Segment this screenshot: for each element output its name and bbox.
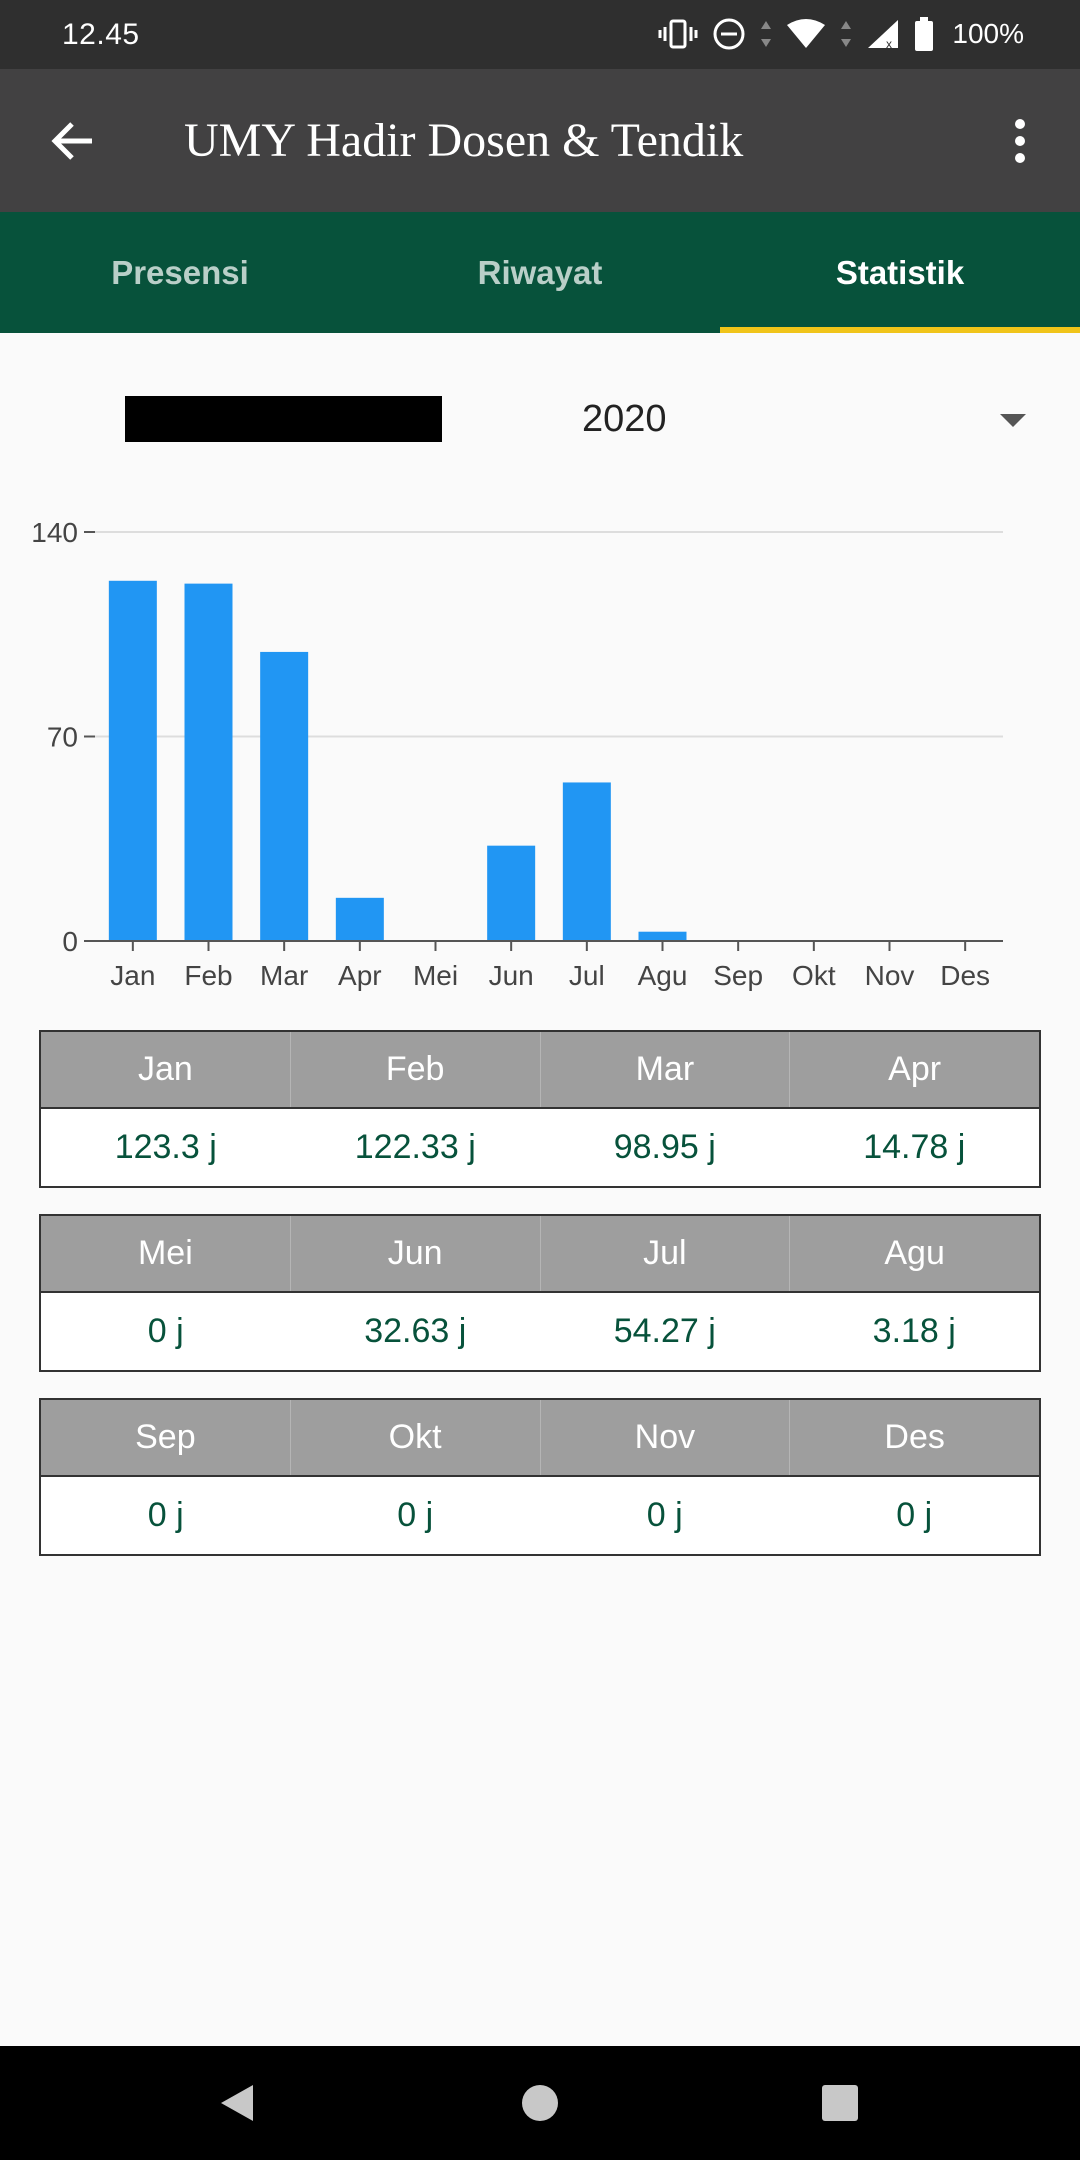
hours-value: 54.27 j (613, 1312, 716, 1350)
dnd-icon (713, 18, 745, 50)
status-bar: 12.45 x 100% (0, 0, 1080, 69)
table-value-row: 0 j 32.63 j 54.27 j 3.18 j (41, 1293, 1039, 1370)
table-value-row: 0 j 0 j 0 j 0 j (41, 1477, 1039, 1554)
signal-icon: x (868, 20, 899, 50)
bar-jun (487, 845, 536, 941)
svg-text:x: x (886, 37, 892, 50)
tab-bar: Presensi Riwayat Statistik (0, 212, 1080, 333)
month-header: Agu (884, 1234, 945, 1272)
bar-mar (260, 651, 309, 941)
tab-riwayat[interactable]: Riwayat (360, 212, 720, 333)
y-tick-label: 140 (31, 517, 78, 548)
hours-value: 98.95 j (613, 1128, 716, 1166)
vibrate-icon (658, 19, 698, 49)
selector-row: 2020 (0, 380, 1080, 460)
month-header: Mei (41, 1216, 291, 1291)
hours-value: 3.18 j (872, 1312, 956, 1350)
app-bar: UMY Hadir Dosen & Tendik (0, 69, 1080, 212)
battery-percent: 100% (952, 18, 1024, 49)
year-value: 2020 (582, 398, 667, 440)
status-icons: x 100% (658, 14, 1024, 54)
x-tick-label: Jul (569, 960, 605, 991)
battery-icon (915, 17, 934, 51)
hours-value: 0 j (147, 1312, 184, 1350)
month-header: Jan (41, 1032, 291, 1107)
nav-home-button[interactable] (505, 2068, 575, 2138)
hours-value: 0 j (397, 1496, 434, 1534)
hours-value: 0 j (896, 1496, 933, 1534)
bar-feb (184, 583, 233, 941)
app-title: UMY Hadir Dosen & Tendik (184, 114, 744, 167)
x-tick-label: Jan (110, 960, 155, 991)
table-header-row: Sep Okt Nov Des (41, 1400, 1039, 1477)
status-time: 12.45 (62, 18, 140, 51)
x-tick-label: Agu (638, 960, 688, 991)
x-tick-label: Okt (792, 960, 836, 991)
x-tick-label: Jun (489, 960, 534, 991)
data-arrows-icon (761, 21, 772, 47)
hours-value: 122.33 j (354, 1128, 476, 1166)
hours-value: 123.3 j (114, 1128, 217, 1166)
hours-value: 14.78 j (863, 1128, 966, 1166)
wifi-icon (787, 19, 826, 48)
redacted-name (125, 396, 442, 442)
tab-label: Statistik (835, 253, 965, 291)
month-header: Feb (291, 1032, 541, 1107)
x-tick-label: Mei (413, 960, 458, 991)
data-arrows-icon (841, 21, 852, 47)
hours-value: 32.63 j (364, 1312, 467, 1350)
bar-jan (108, 580, 157, 941)
tab-label: Riwayat (477, 253, 603, 291)
monthly-bar-chart: 0 70 140 Jan Feb Mar Apr Mei Jun Jul Agu Sep Okt Nov D… (31, 517, 1003, 991)
x-tick-label: Des (940, 960, 990, 991)
tab-indicator (720, 327, 1080, 333)
x-tick-label: Mar (260, 960, 308, 991)
month-header: Okt (291, 1400, 541, 1475)
back-nav-icon (221, 2085, 253, 2121)
x-tick-label: Sep (713, 960, 763, 991)
stat-table-1: Jan Feb Mar Apr 123.3 j 122.33 j 98.95 j… (39, 1030, 1041, 1188)
stat-table-3: Sep Okt Nov Des 0 j 0 j 0 j 0 j (39, 1398, 1041, 1556)
table-header-row: Jan Feb Mar Apr (41, 1032, 1039, 1109)
dropdown-arrow-icon (1000, 414, 1026, 427)
nav-recents-button[interactable] (805, 2068, 875, 2138)
y-tick-label: 0 (62, 926, 78, 957)
more-vert-icon (1015, 119, 1025, 163)
bar-jul (562, 782, 611, 941)
month-header: Jun (291, 1216, 541, 1291)
month-header: Apr (888, 1050, 942, 1088)
x-tick-label: Nov (865, 960, 915, 991)
bar-apr (335, 897, 384, 941)
y-tick-label: 70 (47, 722, 78, 753)
month-header: Nov (541, 1400, 791, 1475)
nav-back-button[interactable] (202, 2068, 272, 2138)
more-options-button[interactable] (1000, 113, 1040, 169)
back-button[interactable] (44, 113, 100, 169)
table-value-row: 123.3 j 122.33 j 98.95 j 14.78 j (41, 1109, 1039, 1186)
arrow-left-icon (51, 122, 92, 160)
hours-value: 0 j (646, 1496, 683, 1534)
system-nav-bar (0, 2046, 1080, 2160)
x-tick-label: Apr (338, 960, 382, 991)
month-header: Sep (41, 1400, 291, 1475)
hours-value: 0 j (147, 1496, 184, 1534)
stat-table-2: Mei Jun Jul Agu 0 j 32.63 j 54.27 j 3.18… (39, 1214, 1041, 1372)
month-header: Mar (541, 1032, 791, 1107)
month-header: Jul (541, 1216, 791, 1291)
x-tick-label: Feb (184, 960, 232, 991)
recents-nav-icon (822, 2085, 858, 2121)
home-nav-icon (522, 2085, 558, 2121)
tab-label: Presensi (111, 253, 249, 291)
year-dropdown[interactable]: 2020 (520, 380, 1040, 460)
bar-agu (638, 931, 687, 941)
month-header: Des (884, 1418, 945, 1456)
tab-statistik[interactable]: Statistik (720, 212, 1080, 333)
tab-presensi[interactable]: Presensi (0, 212, 360, 333)
table-header-row: Mei Jun Jul Agu (41, 1216, 1039, 1293)
